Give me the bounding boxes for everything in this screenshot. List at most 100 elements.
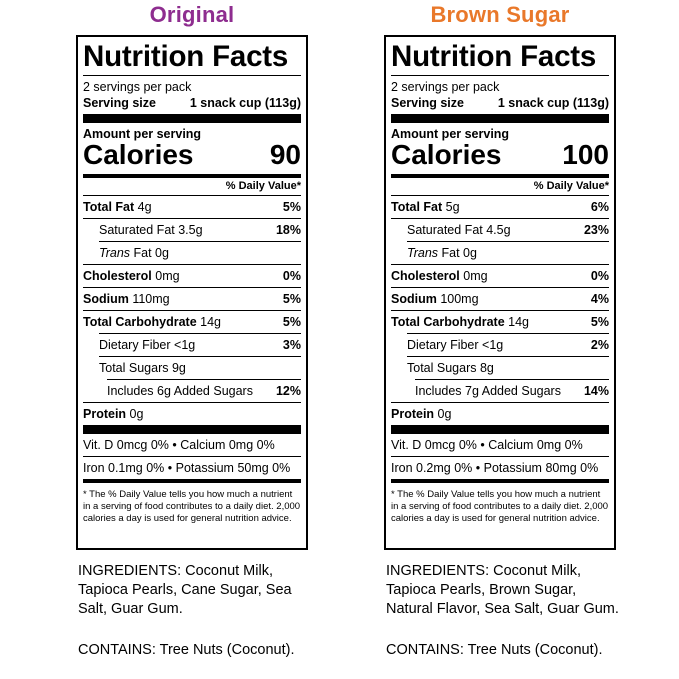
nutrition-facts-title: Nutrition Facts	[83, 40, 289, 73]
total-fat-row: Total Fat 5g 6%	[391, 196, 609, 218]
total-carb-row: Total Carbohydrate 14g 5%	[83, 311, 301, 333]
sodium-label: Sodium	[391, 292, 437, 306]
serving-size-row: Serving size 1 snack cup (113g)	[391, 95, 609, 111]
added-sugars-label: Added Sugars	[481, 384, 561, 398]
serving-size-value: 1 snack cup (113g)	[497, 96, 609, 110]
saturated-fat-label: Saturated Fat	[99, 223, 175, 237]
divider	[83, 310, 301, 311]
total-fat-amount: 5g	[442, 200, 460, 214]
total-carb-pct: 5%	[282, 315, 301, 329]
added-sugars-pct: 14%	[583, 384, 609, 398]
added-sugars-amount: 7g	[461, 384, 482, 398]
thick-divider	[83, 114, 301, 123]
calories-row: Calories 90	[83, 140, 301, 170]
total-carb-row: Total Carbohydrate 14g 5%	[391, 311, 609, 333]
trans-fat-amount: Fat 0g	[130, 246, 169, 260]
nutrition-facts-panel-original: Nutrition Facts 2 servings per pack Serv…	[76, 35, 308, 550]
divider	[391, 218, 609, 219]
daily-value-footnote: * The % Daily Value tells you how much a…	[83, 489, 301, 524]
product-column-brown-sugar: Brown Sugar Nutrition Facts 2 servings p…	[384, 0, 619, 658]
added-sugars-prefix: Includes	[107, 384, 154, 398]
divider	[83, 218, 301, 219]
dietary-fiber-pct: 2%	[590, 338, 609, 352]
dietary-fiber-amount: <1g	[478, 338, 504, 352]
saturated-fat-amount: 3.5g	[174, 223, 203, 237]
divider	[83, 75, 301, 76]
sodium-row: Sodium 100mg 4%	[391, 288, 609, 310]
vitamins-row-2: Iron 0.2mg 0% • Potassium 80mg 0%	[391, 461, 599, 475]
added-sugars-pct: 12%	[275, 384, 301, 398]
flavor-title-brown-sugar: Brown Sugar	[430, 2, 570, 27]
servings-per-pack: 2 servings per pack	[83, 80, 192, 94]
divider	[391, 402, 609, 403]
total-sugars-label: Total Sugars	[407, 361, 477, 375]
total-fat-label: Total Fat	[83, 200, 135, 214]
total-carb-amount: 14g	[196, 315, 222, 329]
calories-label: Calories	[83, 139, 194, 170]
cholesterol-pct: 0%	[590, 269, 609, 283]
dietary-fiber-amount: <1g	[170, 338, 196, 352]
added-sugars-row: Includes 6g Added Sugars 12%	[83, 380, 301, 402]
divider	[391, 287, 609, 288]
added-sugars-amount: 6g	[153, 384, 174, 398]
added-sugars-label: Added Sugars	[173, 384, 253, 398]
cholesterol-label: Cholesterol	[83, 269, 152, 283]
divider	[83, 456, 301, 457]
calories-label: Calories	[391, 139, 502, 170]
calories-value: 90	[269, 139, 301, 170]
saturated-fat-row: Saturated Fat 4.5g 23%	[391, 219, 609, 241]
cholesterol-amount: 0mg	[459, 269, 488, 283]
dietary-fiber-label: Dietary Fiber	[407, 338, 479, 352]
saturated-fat-label: Saturated Fat	[407, 223, 483, 237]
daily-value-header: % Daily Value*	[533, 180, 609, 192]
contains-text: CONTAINS: Tree Nuts (Coconut).	[386, 642, 603, 658]
divider	[407, 356, 609, 357]
saturated-fat-row: Saturated Fat 3.5g 18%	[83, 219, 301, 241]
sodium-pct: 5%	[282, 292, 301, 306]
protein-row: Protein 0g	[83, 403, 301, 425]
serving-size-value: 1 snack cup (113g)	[189, 96, 301, 110]
product-column-original: Original Nutrition Facts 2 servings per …	[76, 0, 308, 658]
saturated-fat-amount: 4.5g	[482, 223, 511, 237]
daily-value-footnote: * The % Daily Value tells you how much a…	[391, 489, 609, 524]
total-fat-pct: 6%	[590, 200, 609, 214]
divider	[391, 310, 609, 311]
cholesterol-pct: 0%	[282, 269, 301, 283]
dietary-fiber-row: Dietary Fiber <1g 3%	[83, 334, 301, 356]
trans-fat-row: Trans Fat 0g	[83, 242, 301, 264]
total-sugars-label: Total Sugars	[99, 361, 169, 375]
cholesterol-label: Cholesterol	[391, 269, 460, 283]
medium-divider	[391, 479, 609, 483]
amount-per-serving: Amount per serving	[391, 127, 510, 141]
amount-per-serving: Amount per serving	[83, 127, 202, 141]
cholesterol-row: Cholesterol 0mg 0%	[391, 265, 609, 287]
medium-divider	[83, 479, 301, 483]
divider	[99, 241, 301, 242]
saturated-fat-pct: 18%	[275, 223, 301, 237]
calories-row: Calories 100	[391, 140, 609, 170]
thick-divider	[391, 114, 609, 123]
servings-per-pack: 2 servings per pack	[391, 80, 500, 94]
divider	[107, 379, 301, 380]
divider	[83, 195, 301, 196]
divider	[99, 356, 301, 357]
contains-text: CONTAINS: Tree Nuts (Coconut).	[78, 642, 295, 658]
serving-size-label: Serving size	[83, 96, 156, 110]
divider	[99, 333, 301, 334]
serving-size-row: Serving size 1 snack cup (113g)	[83, 95, 301, 111]
sodium-row: Sodium 110mg 5%	[83, 288, 301, 310]
calories-value: 100	[562, 139, 609, 170]
protein-row: Protein 0g	[391, 403, 609, 425]
trans-fat-row: Trans Fat 0g	[391, 242, 609, 264]
total-sugars-amount: 8g	[476, 361, 494, 375]
total-fat-row: Total Fat 4g 5%	[83, 196, 301, 218]
total-carb-pct: 5%	[590, 315, 609, 329]
divider	[407, 241, 609, 242]
total-sugars-amount: 9g	[168, 361, 186, 375]
vitamins-row-1: Vit. D 0mcg 0% • Calcium 0mg 0%	[391, 438, 583, 452]
divider	[83, 402, 301, 403]
thick-divider	[391, 425, 609, 434]
sodium-amount: 100mg	[436, 292, 479, 306]
ingredients-text: INGREDIENTS: Coconut Milk, Tapioca Pearl…	[78, 563, 292, 617]
total-sugars-row: Total Sugars 9g	[83, 357, 301, 379]
